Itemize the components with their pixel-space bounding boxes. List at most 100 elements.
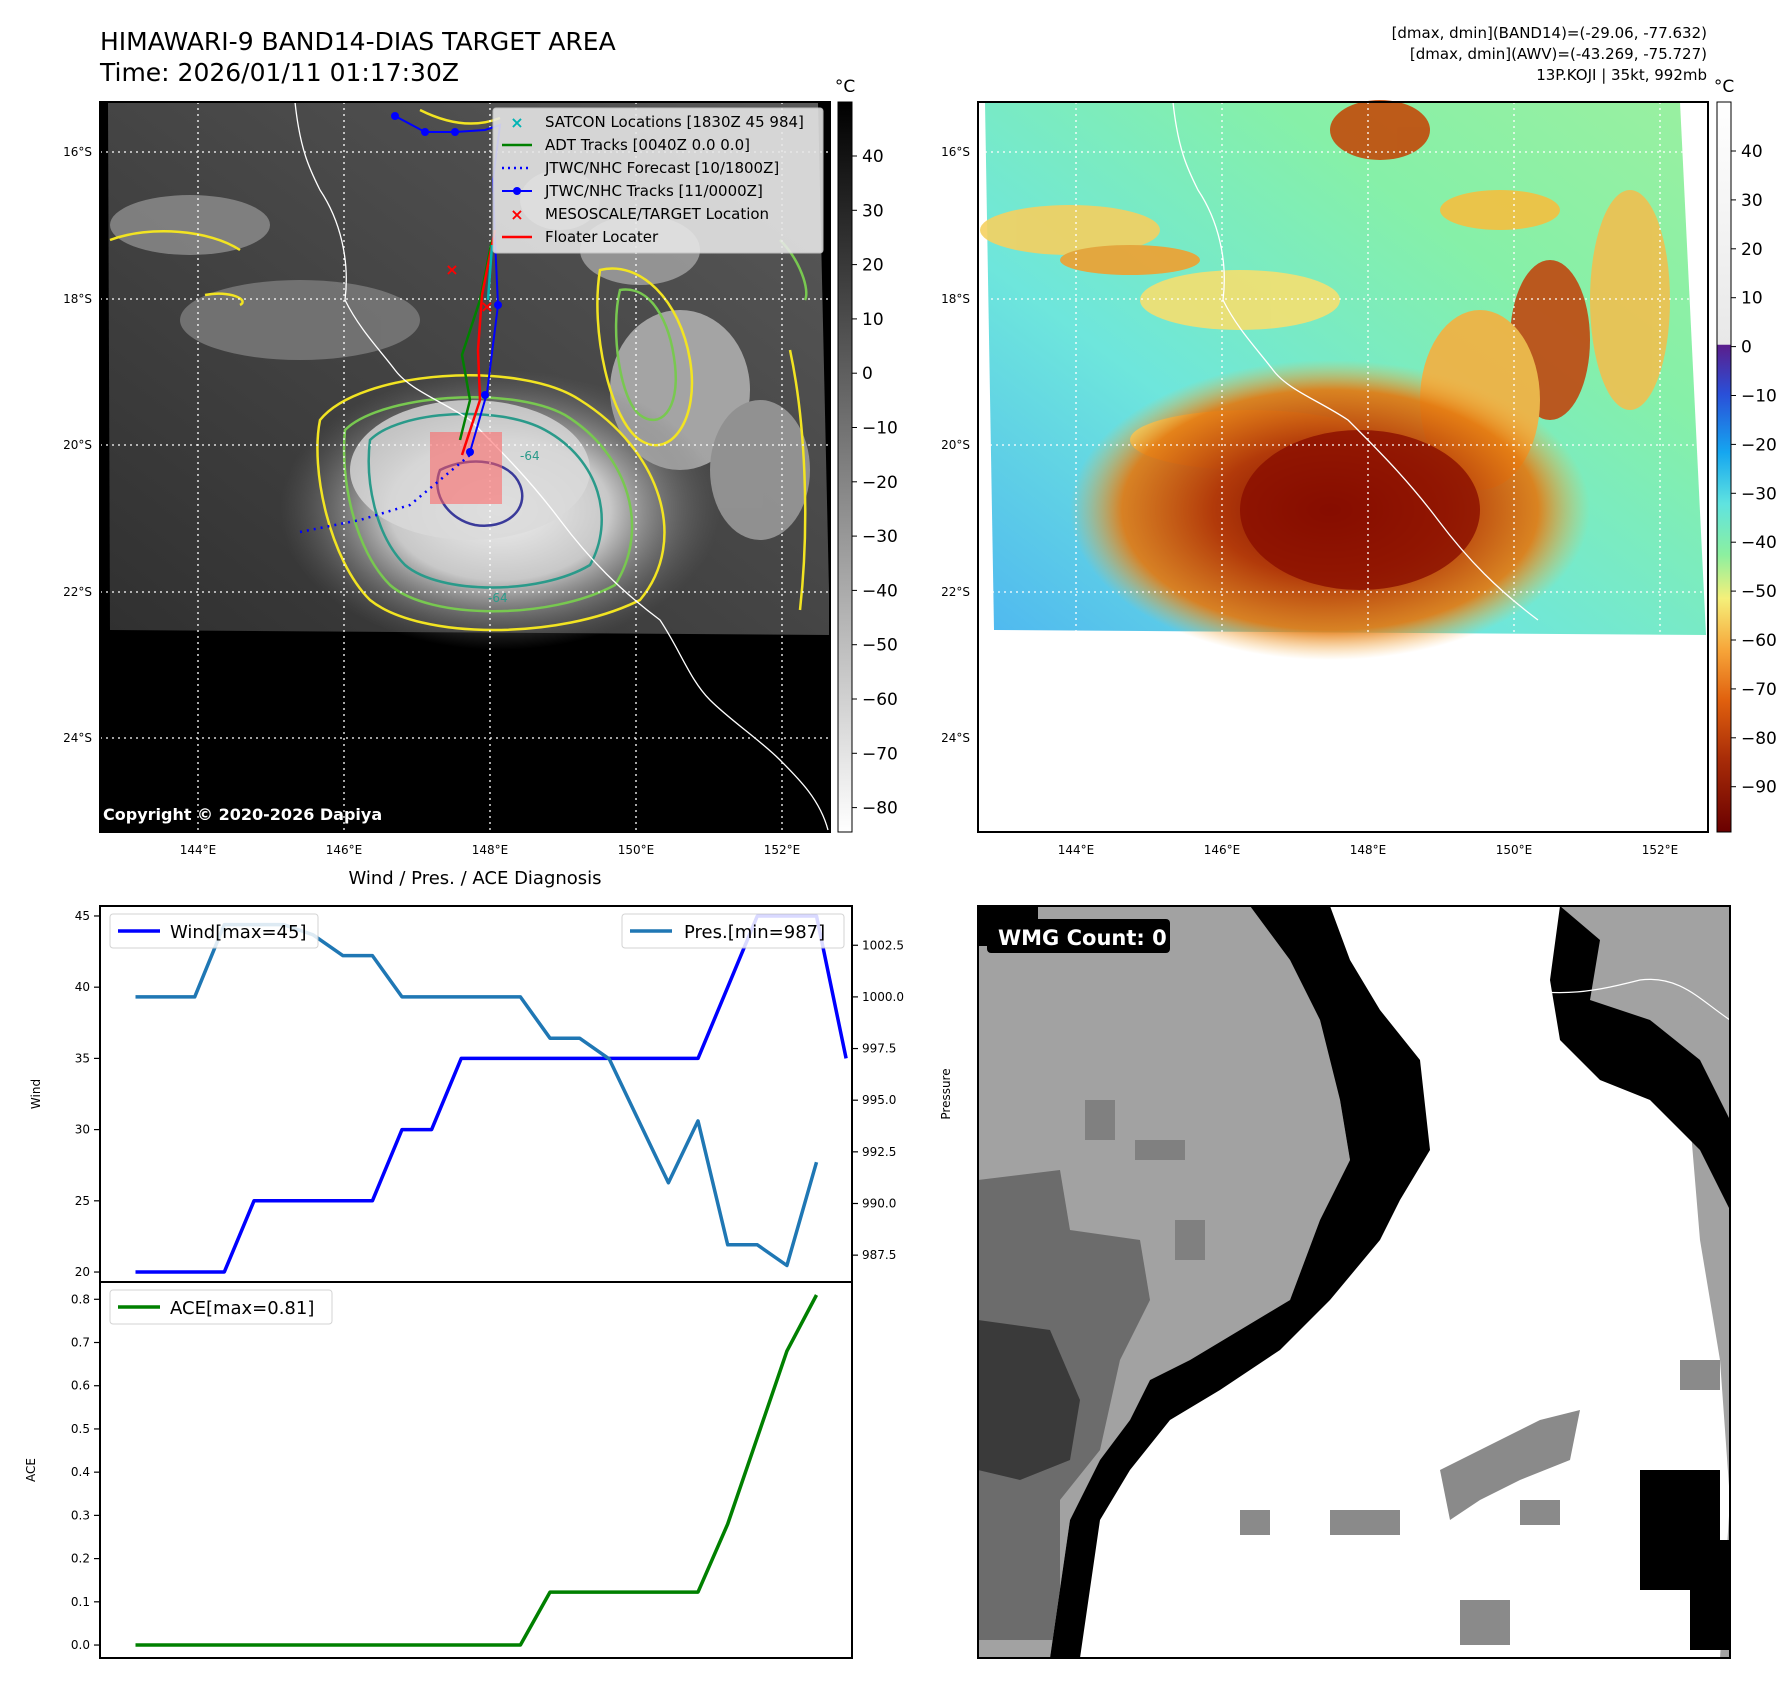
wind-plot-frame (99, 905, 853, 1283)
jtwc-track-points (391, 112, 502, 456)
right-colorbar-tick-label: 40 (1741, 142, 1763, 162)
left-colorbar-tick-label: 40 (862, 147, 884, 167)
right-colorbar: °C 40 30 20 10 0 −10 −20 −30 −40 −50 −60 −70 −80 −90 (1714, 77, 1777, 833)
right-map-lat-label: 16°S (941, 145, 970, 159)
left-colorbar-tick-label: −50 (862, 636, 898, 656)
right-colorbar-tick-label: −80 (1741, 729, 1777, 749)
left-colorbar-tick-label: −20 (862, 473, 898, 493)
right-map-lon-label: 152°E (1642, 843, 1679, 857)
ace-chart-ytick-label: 0.0 (71, 1638, 90, 1652)
legend-label: JTWC/NHC Tracks [11/0000Z] (544, 182, 763, 200)
wind-legend: Wind[max=45] (109, 913, 319, 949)
right-colorbar-tick-label: −50 (1741, 582, 1777, 602)
legend-label: ADT Tracks [0040Z 0.0 0.0] (545, 136, 750, 154)
left-colorbar-bar (837, 101, 853, 833)
wmg-region-black (1050, 906, 1430, 1658)
left-map-lat-label: 20°S (63, 438, 92, 452)
wind-chart-y2tick-label: 990.0 (862, 1196, 896, 1210)
info-line-1: [dmax, dmin](BAND14)=(-29.06, -77.632) (1392, 24, 1707, 42)
wind-axis-label: Wind (29, 1079, 43, 1109)
wind-chart-ytick-label: 30 (75, 1123, 90, 1137)
ace-chart-ytick-label: 0.4 (71, 1465, 90, 1479)
left-colorbar-tick-label: 0 (862, 364, 873, 384)
right-colorbar-tick-label: −30 (1741, 484, 1777, 504)
right-colorbar-bar (1716, 101, 1732, 833)
wind-chart-ytick-label: 45 (75, 909, 90, 923)
right-map-lon-label: 144°E (1058, 843, 1095, 857)
satcon-track (486, 244, 494, 301)
figure-title-line2: Time: 2026/01/11 01:17:30Z (99, 58, 459, 87)
right-colorbar-tick-label: −70 (1741, 680, 1777, 700)
right-map-lon-label: 150°E (1496, 843, 1533, 857)
left-colorbar-tick-label: 10 (862, 310, 884, 330)
ace-chart-ytick-label: 0.8 (71, 1292, 90, 1306)
contour-label-1: -64 (520, 449, 540, 463)
left-colorbar-tick-label: 20 (862, 256, 884, 276)
legend-label: JTWC/NHC Forecast [10/1800Z] (544, 159, 779, 177)
left-map-frame (99, 101, 831, 833)
right-map-grid (985, 102, 1705, 632)
wmg-frame (977, 905, 1731, 1659)
mesoscale-marker-2: × (480, 297, 493, 316)
left-map-lat-label: 24°S (63, 731, 92, 745)
wind-chart-ytick-label: 25 (75, 1194, 90, 1208)
wind-chart-y2tick-label: 997.5 (862, 1042, 896, 1056)
right-colorbar-tick-label: −40 (1741, 533, 1777, 553)
wind-chart-y2tick-label: 992.5 (862, 1145, 896, 1159)
mesoscale-marker: × (445, 260, 458, 279)
ace-axis-label: ACE (24, 1458, 38, 1482)
wmg-count-label: WMG Count: 0 (998, 926, 1167, 950)
right-colorbar-tick-label: −90 (1741, 778, 1777, 798)
wind-chart-ytick-label: 35 (75, 1051, 90, 1065)
wind-chart-ytick-label: 40 (75, 980, 90, 994)
left-colorbar-tick-label: −10 (862, 419, 898, 439)
right-map-lat-label: 20°S (941, 438, 970, 452)
ace-chart-ytick-label: 0.3 (71, 1508, 90, 1522)
left-colorbar-tick-label: −60 (862, 690, 898, 710)
ace-chart-ytick-label: 0.6 (71, 1379, 90, 1393)
right-colorbar-tick-label: −20 (1741, 435, 1777, 455)
left-map-coastline (294, 101, 829, 831)
pressure-legend: Pres.[min=987] (621, 913, 845, 949)
pressure-axis-label: Pressure (939, 1068, 953, 1119)
pressure-legend-label: Pres.[min=987] (684, 922, 825, 943)
right-map-lon-label: 148°E (1350, 843, 1387, 857)
copyright-text: Copyright © 2020-2026 Dapiya (103, 805, 382, 824)
left-map-lat-label: 18°S (63, 292, 92, 306)
wind-chart-ytick-label: 20 (75, 1265, 90, 1279)
wmg-panel: WMG Count: 0 (977, 905, 1731, 1659)
ace-chart-ytick-label: 0.7 (71, 1336, 90, 1350)
ace-legend: ACE[max=0.81] (109, 1289, 333, 1325)
wmg-count-box (987, 919, 1170, 953)
left-colorbar-tick-label: −40 (862, 581, 898, 601)
ace-chart-ytick-label: 0.1 (71, 1595, 90, 1609)
right-colorbar-tick-label: −60 (1741, 631, 1777, 651)
legend-marker-x: × (510, 205, 523, 224)
wmg-region-gray-patches (1240, 1360, 1720, 1645)
right-colorbar-unit: °C (1714, 77, 1734, 97)
left-map-lon-label: 148°E (472, 843, 509, 857)
left-colorbar: °C 40 30 20 10 0 −10 −20 −30 −40 −50 −60 −70 −80 (835, 77, 898, 833)
right-map-frame (977, 101, 1709, 833)
left-map-lon-label: 152°E (764, 843, 801, 857)
right-colorbar-tick-label: 30 (1741, 191, 1763, 211)
right-colorbar-tick-label: 10 (1741, 289, 1763, 309)
diagnosis-title: Wind / Pres. / ACE Diagnosis (348, 868, 601, 889)
ace-plot-frame (99, 1281, 853, 1659)
wmg-region-white (1050, 906, 1730, 1658)
legend-label: SATCON Locations [1830Z 45 984] (545, 113, 804, 131)
right-colorbar-tick-label: 0 (1741, 338, 1752, 358)
wind-pressure-chart: Wind / Pres. / ACE Diagnosis 20 25 30 35 40 4… (29, 868, 953, 1283)
legend-label: MESOSCALE/TARGET Location (545, 205, 769, 223)
jtwc-forecast-track (299, 454, 471, 534)
ace-chart-ytick-label: 0.5 (71, 1422, 90, 1436)
ace-chart-series-0-line (135, 1294, 819, 1647)
left-colorbar-tick-label: −30 (862, 527, 898, 547)
left-colorbar-tick-label: −80 (862, 799, 898, 819)
contour-label-2: -64 (488, 591, 508, 605)
left-map-lat-label: 22°S (63, 585, 92, 599)
right-map-lon-label: 146°E (1204, 843, 1241, 857)
right-colorbar-tick-label: 20 (1741, 240, 1763, 260)
floater-track (460, 229, 497, 456)
